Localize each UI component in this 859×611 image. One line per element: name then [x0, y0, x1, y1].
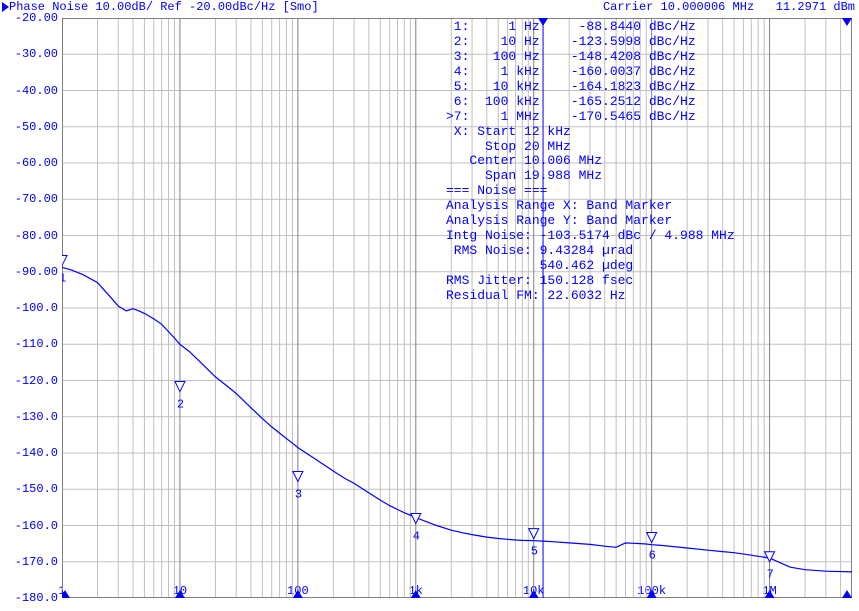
marker-info-table: 1: 1 Hz -88.8440 dBc/Hz 2: 10 Hz -123.59… — [446, 20, 735, 304]
y-tick-label: -100.0 — [0, 301, 58, 315]
carrier-freq: Carrier 10.000006 MHz — [603, 0, 754, 14]
svg-text:1: 1 — [62, 272, 66, 286]
y-tick-label: -110.0 — [0, 337, 58, 351]
svg-text:4: 4 — [413, 530, 420, 544]
y-tick-label: -40.00 — [0, 84, 58, 98]
y-tick-label: -140.0 — [0, 446, 58, 460]
y-tick-label: -130.0 — [0, 410, 58, 424]
svg-text:6: 6 — [649, 549, 656, 563]
header-carrier: Carrier 10.000006 MHz 11.2971 dBm — [603, 0, 855, 14]
y-tick-label: -150.0 — [0, 482, 58, 496]
y-tick-label: -50.00 — [0, 120, 58, 134]
svg-text:2: 2 — [177, 398, 184, 412]
y-tick-label: -120.0 — [0, 374, 58, 388]
y-tick-label: -20.00 — [0, 11, 58, 25]
y-tick-label: -170.0 — [0, 555, 58, 569]
y-tick-label: -80.00 — [0, 229, 58, 243]
y-tick-label: -90.00 — [0, 265, 58, 279]
y-tick-label: -30.00 — [0, 47, 58, 61]
svg-text:7: 7 — [767, 568, 774, 582]
carrier-power: 11.2971 dBm — [776, 0, 855, 14]
y-tick-label: -160.0 — [0, 519, 58, 533]
y-tick-label: -180.0 — [0, 591, 58, 605]
y-tick-label: -60.00 — [0, 156, 58, 170]
svg-text:3: 3 — [295, 488, 302, 502]
svg-text:5: 5 — [531, 545, 538, 559]
y-tick-label: -70.00 — [0, 192, 58, 206]
